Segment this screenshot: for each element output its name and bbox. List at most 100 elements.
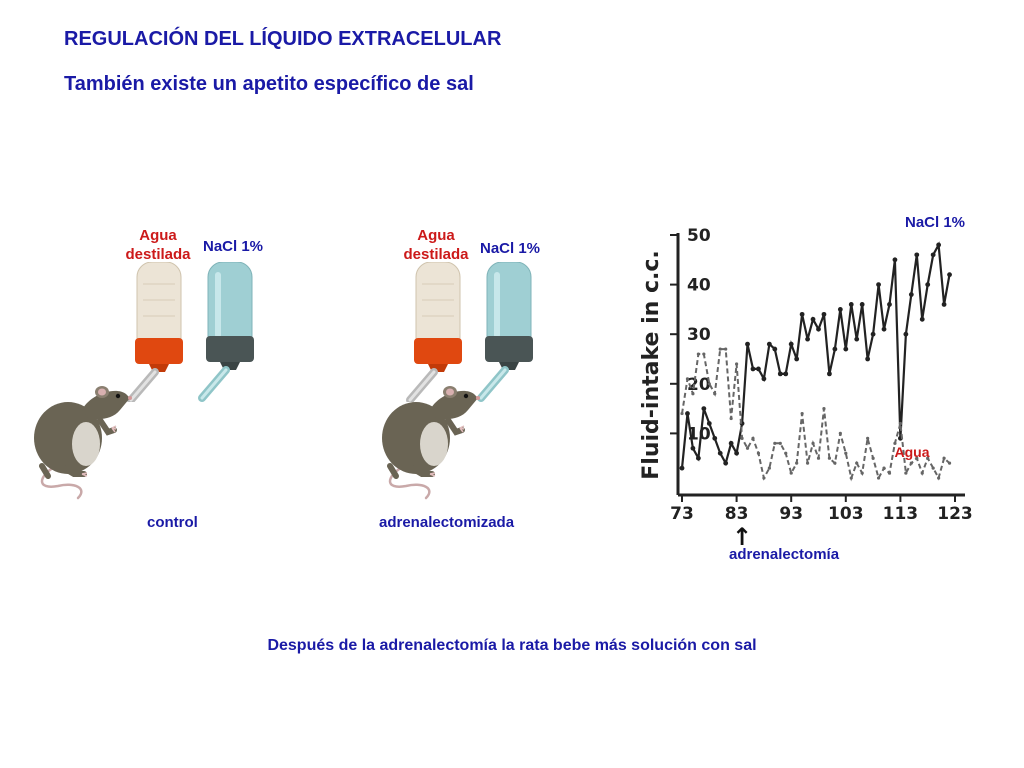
nacl-data-point xyxy=(908,292,914,297)
water-data-point xyxy=(800,411,804,416)
nacl-data-point xyxy=(679,465,685,471)
nacl-data-point xyxy=(695,455,701,461)
y-axis-label: Fluid-intake in c.c. xyxy=(639,250,664,480)
nacl-data-point xyxy=(816,326,821,332)
nacl-data-point xyxy=(827,371,832,377)
nacl-data-point xyxy=(701,406,707,411)
nacl-data-point xyxy=(941,302,947,307)
nacl-data-point xyxy=(723,460,729,466)
nacl-series-line xyxy=(680,241,951,469)
control-water-label-line1: Agua xyxy=(139,227,177,244)
water-data-point xyxy=(691,392,695,396)
adx-water-label-line1: Agua xyxy=(417,227,455,244)
nacl-data-point xyxy=(947,272,952,278)
water-data-point xyxy=(893,441,897,445)
water-data-point xyxy=(740,436,744,440)
control-water-label-line2: destilada xyxy=(125,246,191,263)
nacl-data-point xyxy=(805,336,810,342)
x-tick-label: 73 xyxy=(670,504,694,524)
water-data-point xyxy=(751,436,755,440)
water-data-point xyxy=(756,451,761,455)
water-data-point xyxy=(762,476,766,480)
nacl-data-point xyxy=(777,371,783,377)
rat-icon xyxy=(28,380,138,505)
adx-water-label-line2: destilada xyxy=(403,246,469,263)
nacl-data-point xyxy=(892,257,898,263)
y-tick-label: 40 xyxy=(687,276,711,296)
water-data-point xyxy=(909,461,913,465)
water-data-point xyxy=(947,461,952,465)
water-data-point xyxy=(685,377,690,381)
water-data-point xyxy=(882,466,886,470)
water-data-point xyxy=(718,347,722,351)
nacl-data-point xyxy=(756,366,761,372)
y-tick-label: 10 xyxy=(687,424,711,444)
nacl-data-point xyxy=(859,302,865,307)
water-data-point xyxy=(784,451,788,455)
water-data-point xyxy=(680,411,684,416)
x-tick-label: 83 xyxy=(725,504,749,524)
nacl-data-point xyxy=(925,282,931,287)
adrenalectomy-annotation: adrenalectomía xyxy=(729,546,840,563)
nacl-data-point xyxy=(734,450,739,456)
water-data-point xyxy=(696,352,700,356)
water-data-point xyxy=(855,461,859,465)
water-data-point xyxy=(942,456,946,460)
page-subtitle: También existe un apetito específico de … xyxy=(64,73,474,95)
nacl-data-point xyxy=(936,242,942,248)
nacl-data-point xyxy=(919,316,925,322)
x-tick-label: 103 xyxy=(828,504,864,524)
water-data-point xyxy=(811,441,815,445)
y-tick-label: 30 xyxy=(687,325,711,345)
nacl-data-point xyxy=(870,331,876,337)
water-data-point xyxy=(926,456,930,460)
nacl-data-point xyxy=(821,311,827,317)
nacl-data-point xyxy=(717,450,723,456)
water-data-point xyxy=(767,466,771,470)
rat-icon xyxy=(376,380,486,505)
x-tick-label: 93 xyxy=(779,504,803,524)
nacl-data-point xyxy=(712,435,718,441)
nacl-data-point xyxy=(832,346,838,352)
water-data-point xyxy=(789,471,793,475)
water-data-point xyxy=(898,421,902,426)
water-data-point xyxy=(827,456,832,460)
nacl-data-point xyxy=(788,341,794,347)
nacl-data-point xyxy=(794,356,800,362)
nacl-data-point xyxy=(914,252,920,258)
water-data-point xyxy=(773,441,777,445)
nacl-data-point xyxy=(930,252,936,258)
nacl-data-point xyxy=(706,421,712,426)
water-data-point xyxy=(866,436,870,440)
conclusion-text: Después de la adrenalectomía la rata beb… xyxy=(267,637,757,654)
water-data-point xyxy=(724,347,728,351)
water-data-point xyxy=(871,456,875,460)
nacl-data-point xyxy=(766,341,772,347)
water-data-point xyxy=(745,446,750,450)
water-data-point xyxy=(833,461,837,465)
control-saline-label: NaCl 1% xyxy=(203,238,264,255)
water-data-point xyxy=(805,461,810,465)
adx-saline-label: NaCl 1% xyxy=(480,240,541,257)
water-data-point xyxy=(904,471,908,475)
control-caption: control xyxy=(147,514,198,531)
nacl-data-point xyxy=(799,311,805,317)
water-data-point xyxy=(713,392,717,396)
water-data-point xyxy=(849,476,853,480)
nacl-data-point xyxy=(685,411,690,416)
nacl-data-point xyxy=(761,376,767,382)
nacl-data-point xyxy=(854,336,860,342)
nacl-data-point xyxy=(810,316,816,322)
nacl-data-point xyxy=(772,346,778,352)
water-data-point xyxy=(860,471,864,475)
water-data-point xyxy=(816,456,821,460)
adrenalectomy-arrow-icon: ↑ xyxy=(732,523,752,551)
nacl-data-point xyxy=(837,307,843,312)
water-data-point xyxy=(887,471,892,475)
nacl-data-point xyxy=(903,331,909,337)
adx-water-label: Agua destilada xyxy=(391,226,481,264)
nacl-data-point xyxy=(865,356,871,362)
water-data-point xyxy=(707,382,711,386)
control-water-label: Agua destilada xyxy=(113,226,203,264)
nacl-series-label: NaCl 1% xyxy=(905,214,965,231)
